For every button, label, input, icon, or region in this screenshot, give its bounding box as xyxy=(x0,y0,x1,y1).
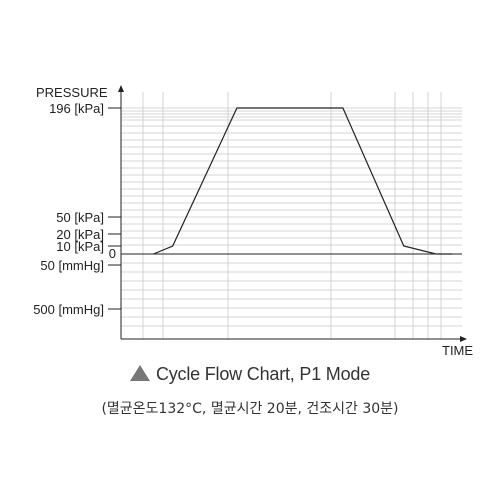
chart-subtitle: (멸균온도132°C, 멸균시간 20분, 건조시간 30분) xyxy=(101,401,399,417)
y-ticks: 196 [kPa] 50 [kPa] 20 [kPa]10 [kPa] 0 50 [mm… xyxy=(33,101,121,317)
chart-caption: Cycle Flow Chart, P1 Mode xyxy=(0,364,500,385)
y-axis-label: PRESSURE xyxy=(36,85,108,100)
triangle-icon xyxy=(129,365,150,381)
y-tick-label: 50 [kPa] xyxy=(56,210,104,225)
y-tick-label: 10 [kPa] xyxy=(56,239,104,254)
y-axis-arrow-icon xyxy=(118,85,124,92)
chart-title: Cycle Flow Chart, P1 Mode xyxy=(155,364,371,384)
y-tick-label: 196 [kPa] xyxy=(49,101,104,116)
series-line xyxy=(153,107,452,255)
y-tick-label: 500 [mmHg] xyxy=(33,302,104,317)
series-group xyxy=(153,107,452,255)
chart-axes xyxy=(118,85,467,342)
x-axis-label: TIME xyxy=(442,343,473,358)
chart-grid xyxy=(121,92,462,339)
y-tick-label: 0 xyxy=(109,246,116,261)
x-axis-arrow-icon xyxy=(460,336,467,342)
y-tick-label: 20 [kPa] xyxy=(56,227,104,242)
y-tick-label: 50 [mmHg] xyxy=(40,258,104,273)
cycle-flow-chart: PRESSURE TIME 196 [kPa] 50 [kPa] 20 [kPa]1… xyxy=(33,85,473,358)
